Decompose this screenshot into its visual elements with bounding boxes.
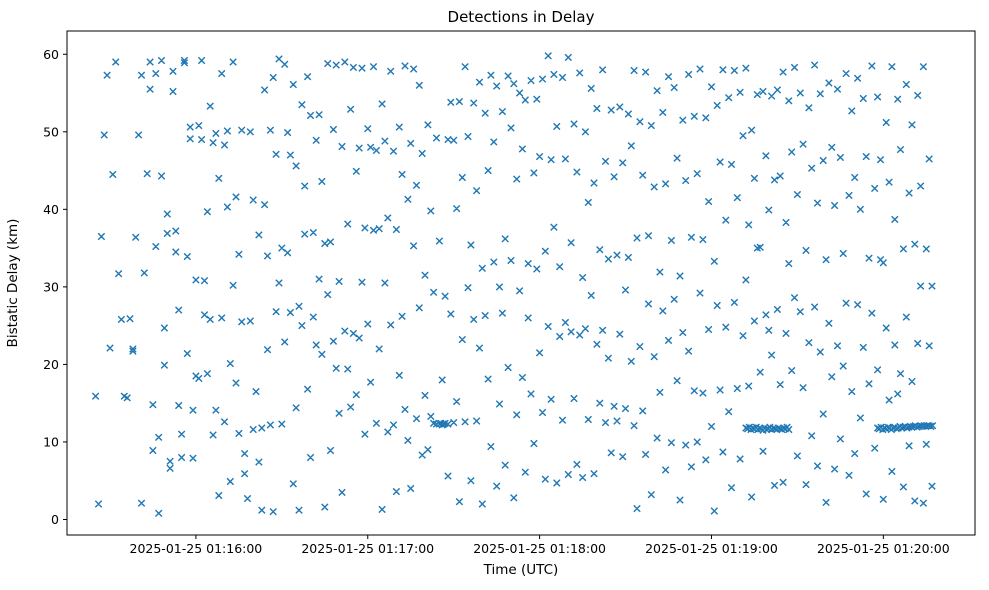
y-tick-label: 30	[43, 279, 59, 294]
x-tick-label: 2025-01-25 01:18:00	[473, 541, 606, 556]
x-axis-label: Time (UTC)	[483, 562, 559, 578]
x-tick-label: 2025-01-25 01:16:00	[130, 541, 263, 556]
y-tick-label: 40	[43, 202, 59, 217]
scatter-marker-path	[91, 52, 937, 517]
x-axis-ticks: 2025-01-25 01:16:00 2025-01-25 01:17:00 20…	[130, 535, 950, 556]
scatter-points	[91, 52, 937, 517]
y-tick-label: 20	[43, 357, 59, 372]
y-tick-label: 0	[51, 512, 59, 527]
chart-title: Detections in Delay	[448, 8, 595, 26]
y-axis-label: Bistatic Delay (km)	[5, 219, 21, 348]
x-tick-label: 2025-01-25 01:20:00	[817, 541, 950, 556]
y-tick-label: 50	[43, 124, 59, 139]
x-tick-label: 2025-01-25 01:17:00	[301, 541, 434, 556]
y-tick-label: 60	[43, 47, 59, 62]
axes-spines	[66, 30, 976, 536]
y-tick-label: 10	[43, 434, 59, 449]
x-tick-label: 2025-01-25 01:19:00	[645, 541, 778, 556]
plot-area	[67, 31, 975, 535]
y-axis-ticks: 0 10 20 30 40 50 60	[43, 47, 67, 527]
